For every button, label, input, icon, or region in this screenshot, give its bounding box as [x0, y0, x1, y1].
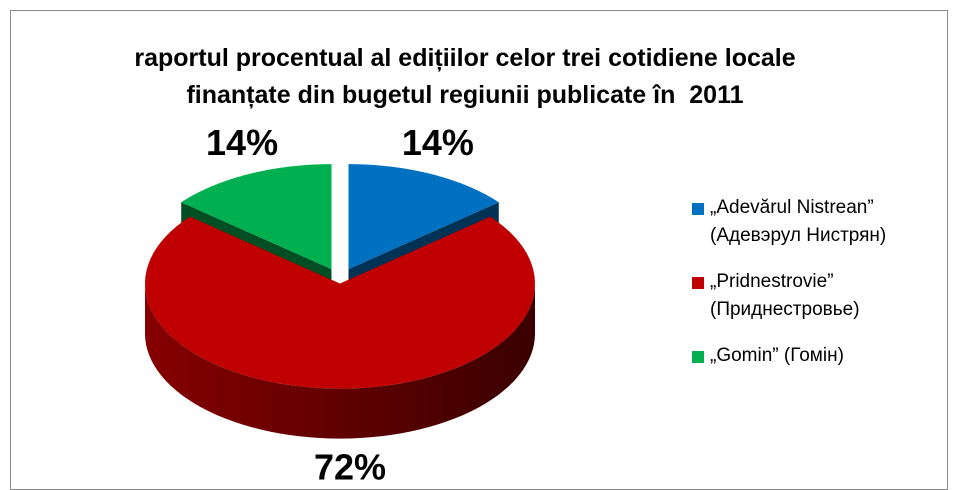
legend-item: „Pridnestrovie” (Приднестровье) [692, 268, 942, 324]
legend-label: „Adevărul Nistrean” (Адевэрул Нистрян) [710, 197, 887, 246]
data-label: 14% [206, 122, 278, 163]
legend-label: „Gomin” (Гомін) [710, 345, 844, 366]
legend-label: „Pridnestrovie” (Приднестровье) [710, 271, 860, 320]
slice [181, 164, 332, 270]
legend-swatch [692, 351, 704, 363]
slice-outer-side [145, 283, 535, 439]
slice [348, 164, 499, 270]
legend-item: „Gomin” (Гомін) [692, 342, 942, 370]
legend: „Adevărul Nistrean” (Адевэрул Нистрян) „P… [692, 194, 942, 388]
data-label: 72% [314, 447, 386, 486]
legend-item: „Adevărul Nistrean” (Адевэрул Нистрян) [692, 194, 942, 250]
data-label: 14% [402, 122, 474, 163]
legend-swatch [692, 203, 704, 215]
slice [145, 216, 535, 389]
legend-swatch [692, 277, 704, 289]
chart-title: raportul procentual al edițiilor celor t… [134, 44, 803, 109]
